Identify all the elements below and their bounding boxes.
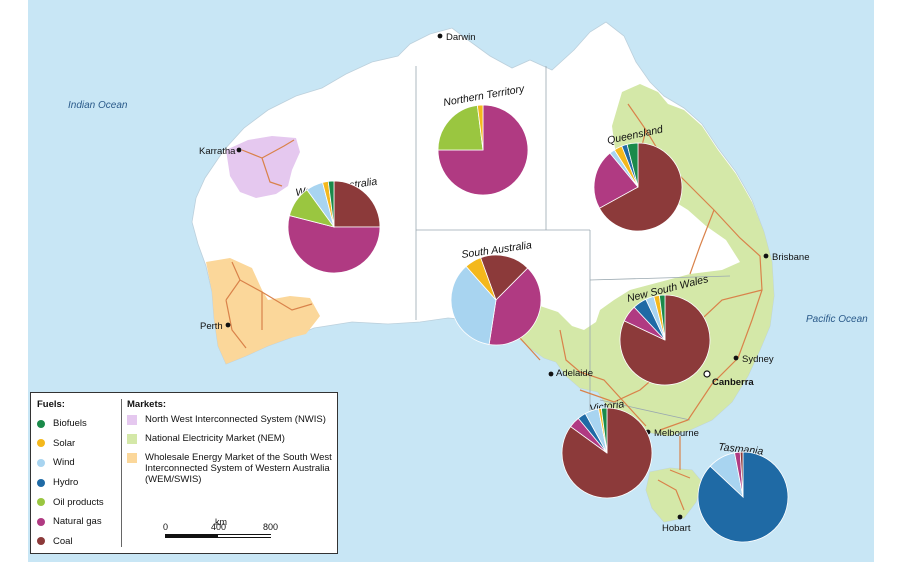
perth-label: Perth xyxy=(200,321,223,332)
oil-products-swatch xyxy=(37,498,45,507)
legend-fuel-label: Natural gas xyxy=(53,516,102,528)
solar-swatch xyxy=(37,439,45,448)
pie-slice-wind xyxy=(450,265,497,345)
legend-fuel-label: Wind xyxy=(53,457,75,469)
pie-slice-coal xyxy=(333,180,381,228)
legend-market-label: North West Interconnected System (NWIS) xyxy=(145,414,326,425)
pie-western-australia xyxy=(287,180,381,274)
pie-new-south-wales xyxy=(619,294,711,386)
legend-fuel-item: Wind xyxy=(37,453,121,473)
sydney-marker xyxy=(733,355,739,361)
karratha-label: Karratha xyxy=(199,146,236,157)
legend-fuel-item: Coal xyxy=(37,532,121,552)
hydro-swatch xyxy=(37,478,45,487)
pie-slice-biofuels xyxy=(327,180,335,228)
pie-slice-natural-gas xyxy=(287,215,381,274)
legend-divider xyxy=(121,399,122,547)
pie-slice-biofuels xyxy=(600,407,608,454)
pie-slice-natural-gas xyxy=(593,152,639,209)
pacific-ocean-label: Pacific Ocean xyxy=(806,314,868,325)
pie-south-australia xyxy=(450,254,542,346)
legend-fuel-label: Hydro xyxy=(53,477,79,489)
legend-market-item: North West Interconnected System (NWIS) xyxy=(127,414,333,425)
melbourne-label: Melbourne xyxy=(654,428,699,439)
legend-fuel-label: Oil products xyxy=(53,496,104,508)
legend-market-label: Wholesale Energy Market of the South Wes… xyxy=(145,452,332,485)
indian-ocean-label: Indian Ocean xyxy=(68,100,128,111)
pie-tasmania xyxy=(697,451,789,543)
pie-charts xyxy=(287,104,789,543)
pie-slice-natural-gas xyxy=(437,104,529,196)
legend-fuel-label: Coal xyxy=(53,535,73,547)
wem-swatch xyxy=(127,453,137,463)
legend-markets: Markets: North West Interconnected Syste… xyxy=(127,399,333,493)
hobart-marker xyxy=(677,514,683,520)
pie-slice-solar xyxy=(476,104,484,151)
canberra-label: Canberra xyxy=(712,377,754,388)
cities: Darwin Karratha Perth Adelaide Melbourne… xyxy=(199,32,810,534)
darwin-marker xyxy=(437,33,443,39)
nem-swatch xyxy=(127,434,137,444)
scale-bar-white xyxy=(218,535,271,537)
pie-northern-territory xyxy=(437,104,529,196)
darwin-label: Darwin xyxy=(446,32,476,43)
pie-slice-natural-gas xyxy=(488,267,542,346)
hobart-label: Hobart xyxy=(662,523,691,534)
perth-marker xyxy=(225,322,231,328)
adelaide-label: Adelaide xyxy=(556,368,593,379)
natural-gas-swatch xyxy=(37,517,45,526)
brisbane-label: Brisbane xyxy=(772,252,810,263)
karratha-marker xyxy=(236,147,242,153)
pie-queensland xyxy=(593,142,683,232)
legend-fuel-label: Biofuels xyxy=(53,418,87,430)
legend-market-label: National Electricity Market (NEM) xyxy=(145,433,285,444)
pie-slice-coal xyxy=(598,142,683,232)
scale-bar: km 0 400 800 xyxy=(163,517,285,547)
brisbane-marker xyxy=(763,253,769,259)
legend-fuel-item: Solar xyxy=(37,434,121,454)
nwis-swatch xyxy=(127,415,137,425)
pie-slice-coal xyxy=(480,254,529,301)
legend: Fuels: Biofuels Solar Wind Hydro Oil pro… xyxy=(30,392,338,554)
legend-market-item: National Electricity Market (NEM) xyxy=(127,433,333,444)
pie-slice-coal xyxy=(739,451,744,498)
legend-fuel-item: Natural gas xyxy=(37,512,121,532)
wem-region xyxy=(206,258,320,364)
pie-slice-biofuels xyxy=(626,142,639,188)
legend-fuels: Fuels: Biofuels Solar Wind Hydro Oil pro… xyxy=(37,399,121,551)
state-borders xyxy=(415,66,731,421)
legend-markets-title: Markets: xyxy=(127,399,167,410)
legend-fuel-item: Hydro xyxy=(37,473,121,493)
scale-tick-label: 400 xyxy=(211,522,227,532)
coal-swatch xyxy=(37,537,45,546)
pie-slice-oil-products xyxy=(437,104,484,151)
pie-slice-solar xyxy=(465,257,497,301)
legend-fuel-item: Oil products xyxy=(37,492,121,512)
legend-market-item: Wholesale Energy Market of the South Wes… xyxy=(127,452,333,485)
scale-tick-label: 800 xyxy=(263,522,279,532)
sydney-label: Sydney xyxy=(742,354,774,365)
canberra-marker xyxy=(703,370,711,378)
adelaide-marker xyxy=(548,371,554,377)
legend-fuel-label: Solar xyxy=(53,437,76,449)
legend-fuel-item: Biofuels xyxy=(37,414,121,434)
scale-unit: km xyxy=(215,517,227,527)
pie-slice-biofuels xyxy=(658,294,666,341)
scale-tick-label: 0 xyxy=(163,522,169,532)
legend-fuels-title: Fuels: xyxy=(37,399,65,410)
pie-victoria xyxy=(561,407,653,499)
wind-swatch xyxy=(37,458,45,467)
biofuels-swatch xyxy=(37,419,45,428)
